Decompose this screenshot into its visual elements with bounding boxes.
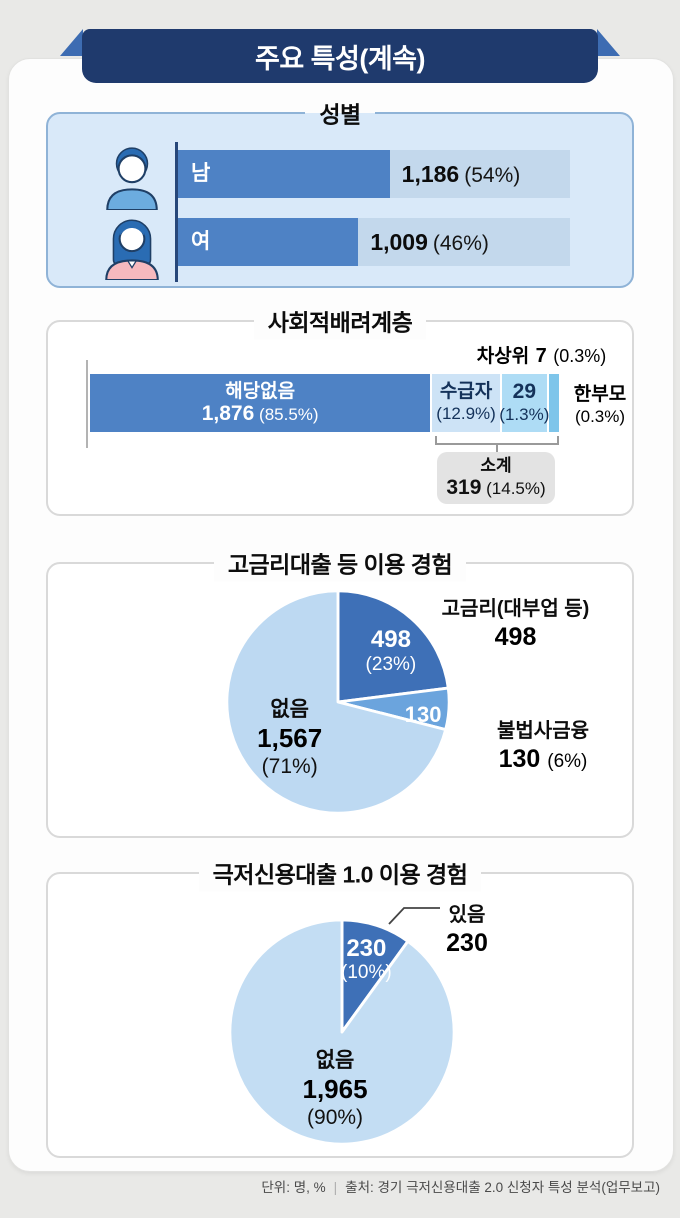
social-panel: 사회적배려계층 차상위 7 (0.3%) 해당없음 1,876 (85.5%) … [46, 301, 634, 516]
ribbon-fold-right [597, 29, 620, 56]
gender-panel-title: 성별 [48, 93, 632, 132]
loan10-pie-svg [228, 918, 456, 1146]
social-stacked-bar: 해당없음 1,876 (85.5%) 수급자 (12.9%) 29 (1.3%) [90, 374, 559, 432]
female-person-icon [100, 212, 164, 282]
pie1-legend-illegal: 불법사금융 130 (6%) [497, 720, 589, 773]
footer-divider: | [333, 1180, 338, 1195]
social-axis-tick [86, 360, 88, 448]
subtotal-box: 소계 319 (14.5%) [437, 452, 555, 504]
pie2-none-label: 없음 1,965 (90%) [302, 1049, 368, 1130]
single-parent-label: 한부모 (0.3%) [573, 384, 627, 426]
gender-panel: 성별 남 1,186 (54%) 여 1 [46, 93, 634, 288]
pie1-legend-highinterest: 고금리(대부업 등) 498 [441, 598, 590, 651]
pie1-slice-value: 498 (23%) [365, 626, 417, 675]
segment-29: 29 (1.3%) [499, 374, 549, 432]
segment-sliver [548, 374, 559, 432]
social-panel-title: 사회적배려계층 [48, 301, 632, 340]
pie1-slice2-value: 130 [404, 702, 442, 727]
pie2-legend-yes: 있음 230 [446, 904, 488, 957]
loan10-panel: 극저신용대출 1.0 이용 경험 230 (10%) 없음 1,965 (90%… [46, 853, 634, 1158]
high-interest-pie: 498 (23%) 130 없음 1,567 (71%) [223, 587, 453, 817]
segment-welfare-recipient: 수급자 (12.9%) [432, 374, 500, 432]
subtotal-bracket [435, 436, 559, 445]
female-bar-track: 여 1,009 (46%) [178, 218, 570, 266]
ribbon-fold-left [60, 29, 83, 56]
loan10-panel-title: 극저신용대출 1.0 이용 경험 [48, 853, 632, 892]
title-ribbon: 주요 특성(계속) [82, 29, 598, 83]
female-bar-label: 여 [191, 230, 211, 253]
male-bar-value: 1,186 (54%) [401, 161, 521, 187]
page-title: 주요 특성(계속) [254, 43, 426, 74]
male-bar-label: 남 [191, 162, 211, 185]
high-interest-panel-title: 고금리대출 등 이용 경험 [48, 543, 632, 582]
high-interest-panel: 고금리대출 등 이용 경험 498 (23%) 130 없음 1,567 (71… [46, 543, 634, 838]
male-bar-track: 남 1,186 (54%) [178, 150, 570, 198]
pie2-callout-line [388, 907, 440, 925]
source-note: 출처: 경기 극저신용대출 2.0 신청자 특성 분석(업무보고) [345, 1180, 660, 1195]
footer-note: 단위: 명, % | 출처: 경기 극저신용대출 2.0 신청자 특성 분석(업무보… [40, 1176, 660, 1196]
gender-axis-line [175, 142, 178, 282]
segment-not-applicable: 해당없음 1,876 (85.5%) [90, 374, 431, 432]
female-bar-value: 1,009 (46%) [370, 229, 489, 255]
high-interest-pie-svg [225, 589, 451, 815]
subtotal-bracket-drop [496, 445, 498, 452]
unit-note: 단위: 명, % [261, 1180, 326, 1195]
pie1-none-label: 없음 1,567 (71%) [257, 698, 323, 779]
female-bar [178, 218, 359, 266]
pie2-slice-value: 230 (10%) [341, 934, 392, 984]
loan10-pie: 230 (10%) 없음 1,965 (90%) [226, 916, 458, 1148]
male-bar [178, 150, 390, 198]
male-person-icon [100, 144, 164, 212]
next-lowest-callout: 차상위 7 (0.3%) [476, 345, 607, 367]
